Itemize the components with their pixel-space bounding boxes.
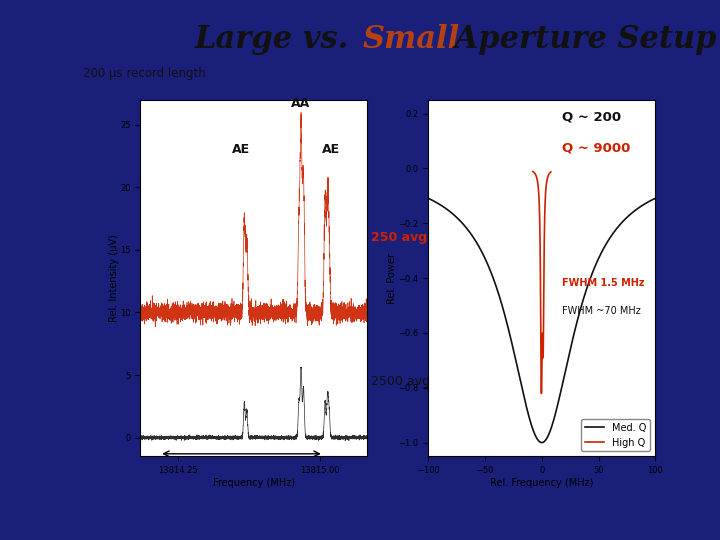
Text: 250 avgs: 250 avgs [371,231,434,244]
Med. Q [611,227,619,234]
High Q [546,168,555,175]
Text: 200 μs record length: 200 μs record length [83,68,205,80]
X-axis label: Frequency (MHz): Frequency (MHz) [213,478,294,488]
Text: FWHM ~70 MHz: FWHM ~70 MHz [562,306,641,315]
Text: Large vs.: Large vs. [195,24,360,55]
Med. Q [465,229,474,235]
High Q [541,186,550,192]
Line: Med. Q: Med. Q [428,198,655,443]
Text: AE: AE [232,143,250,156]
Med. Q [537,440,546,446]
Legend: Med. Q, High Q: Med. Q, High Q [581,419,650,451]
Med. Q [651,195,660,201]
High Q [540,244,549,251]
Y-axis label: Rel. Intensity (μV): Rel. Intensity (μV) [109,234,119,322]
X-axis label: Rel. Frequency (MHz): Rel. Frequency (MHz) [490,478,593,488]
High Q [536,228,544,235]
High Q [541,185,550,191]
Med. Q [424,195,433,201]
Text: AA: AA [292,97,310,110]
Med. Q [572,323,580,329]
Text: FWHM 1.5 MHz: FWHM 1.5 MHz [562,278,644,288]
Y-axis label: Rel. Power: Rel. Power [387,253,397,303]
Line: High Q: High Q [533,171,551,393]
High Q [537,390,546,396]
Med. Q [560,372,569,379]
Text: Q ~ 200: Q ~ 200 [562,111,621,124]
Text: AE: AE [323,143,341,156]
Text: Q ~ 9000: Q ~ 9000 [562,141,631,154]
High Q [534,189,543,195]
Text: Small: Small [363,24,460,55]
High Q [531,170,539,177]
Med. Q [593,257,602,264]
High Q [528,168,537,174]
Text: 2500 avgs: 2500 avgs [371,375,436,388]
Med. Q [510,354,519,360]
Text: Aperture Setup: Aperture Setup [444,24,716,55]
